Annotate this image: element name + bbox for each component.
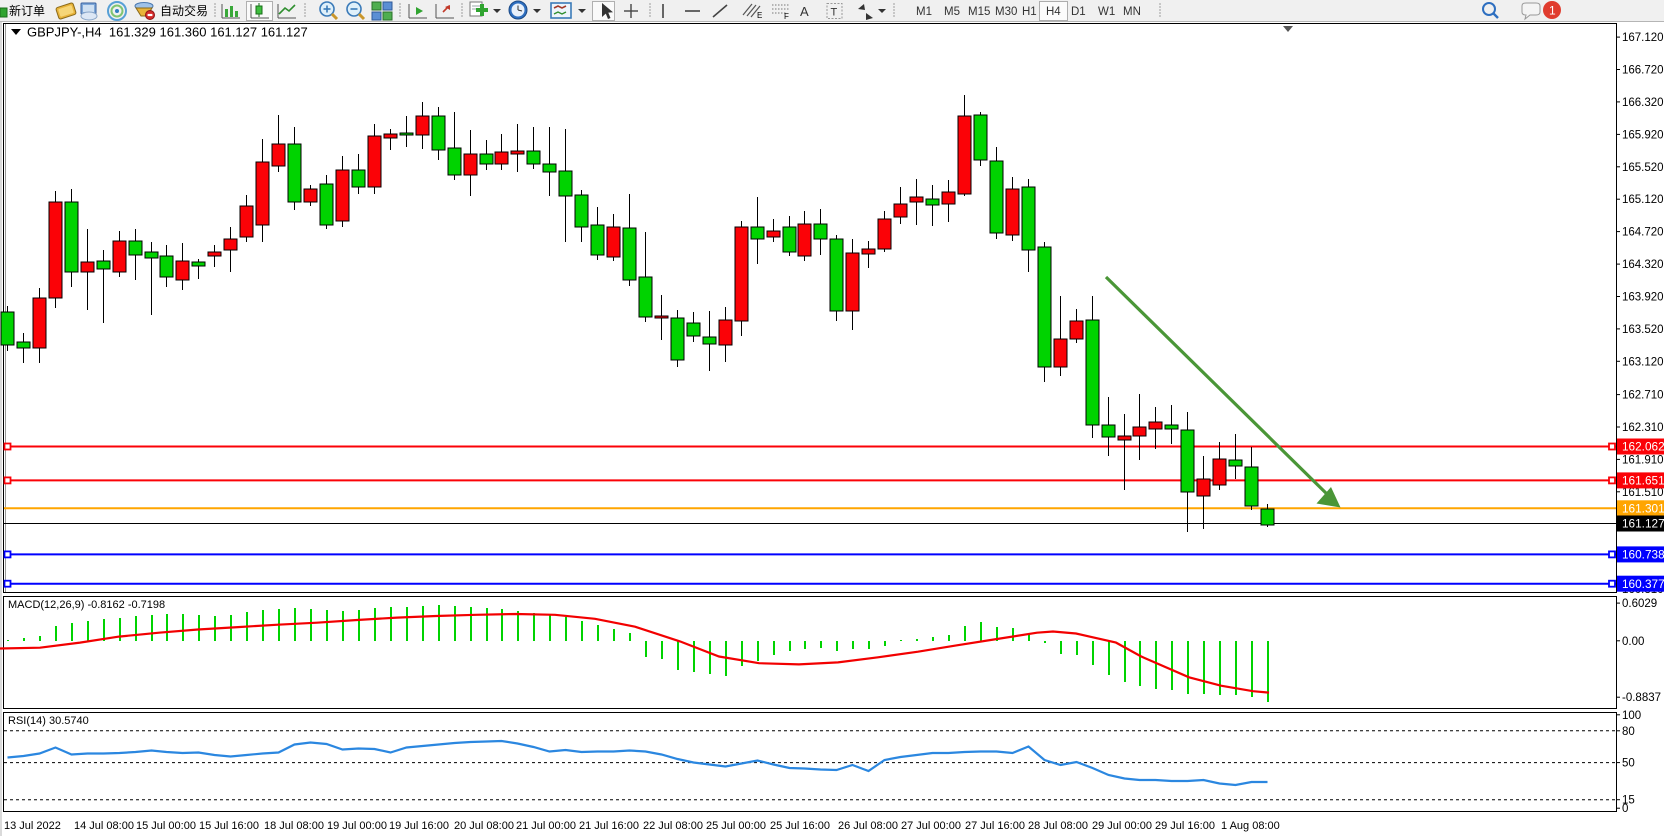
svg-text:新订单: 新订单 bbox=[9, 3, 45, 18]
svg-text:19 Jul 16:00: 19 Jul 16:00 bbox=[389, 820, 449, 832]
svg-text:163.120: 163.120 bbox=[1622, 356, 1664, 368]
svg-text:50: 50 bbox=[1622, 758, 1635, 770]
svg-text:H1: H1 bbox=[1022, 6, 1037, 18]
svg-text:22 Jul 08:00: 22 Jul 08:00 bbox=[643, 820, 703, 832]
svg-text:160.377: 160.377 bbox=[1622, 577, 1664, 591]
svg-text:26 Jul 08:00: 26 Jul 08:00 bbox=[838, 820, 898, 832]
svg-text:164.720: 164.720 bbox=[1622, 227, 1664, 239]
svg-text:162.310: 162.310 bbox=[1622, 422, 1664, 434]
svg-text:T: T bbox=[831, 7, 838, 19]
svg-text:-0.8837: -0.8837 bbox=[1622, 692, 1661, 704]
svg-text:W1: W1 bbox=[1098, 6, 1115, 18]
svg-text:167.120: 167.120 bbox=[1622, 32, 1664, 44]
svg-text:M30: M30 bbox=[995, 6, 1017, 18]
svg-text:161.651: 161.651 bbox=[1622, 474, 1664, 488]
svg-text:165.920: 165.920 bbox=[1622, 129, 1664, 141]
svg-text:25 Jul 00:00: 25 Jul 00:00 bbox=[706, 820, 766, 832]
svg-text:163.520: 163.520 bbox=[1622, 324, 1664, 336]
svg-text:27 Jul 16:00: 27 Jul 16:00 bbox=[965, 820, 1025, 832]
svg-text:0.00: 0.00 bbox=[1622, 636, 1644, 648]
svg-text:F: F bbox=[784, 12, 789, 21]
svg-text:H4: H4 bbox=[1046, 6, 1061, 18]
svg-text:160.738: 160.738 bbox=[1622, 548, 1664, 562]
svg-text:M15: M15 bbox=[968, 6, 990, 18]
svg-text:20 Jul 08:00: 20 Jul 08:00 bbox=[454, 820, 514, 832]
svg-text:21 Jul 00:00: 21 Jul 00:00 bbox=[516, 820, 576, 832]
svg-text:1: 1 bbox=[1549, 4, 1556, 18]
svg-text:M5: M5 bbox=[944, 6, 960, 18]
svg-text:MN: MN bbox=[1123, 6, 1141, 18]
svg-text:M1: M1 bbox=[916, 6, 932, 18]
svg-text:165.120: 165.120 bbox=[1622, 194, 1664, 206]
svg-text:165.520: 165.520 bbox=[1622, 162, 1664, 174]
svg-text:161.127: 161.127 bbox=[1622, 517, 1664, 531]
svg-text:15 Jul 00:00: 15 Jul 00:00 bbox=[136, 820, 196, 832]
svg-text:18 Jul 08:00: 18 Jul 08:00 bbox=[264, 820, 324, 832]
svg-text:28 Jul 08:00: 28 Jul 08:00 bbox=[1028, 820, 1088, 832]
svg-text:15 Jul 16:00: 15 Jul 16:00 bbox=[199, 820, 259, 832]
svg-text:RSI(14) 30.5740: RSI(14) 30.5740 bbox=[8, 715, 89, 727]
svg-text:164.320: 164.320 bbox=[1622, 259, 1664, 271]
svg-text:0: 0 bbox=[1622, 803, 1628, 815]
svg-text:15: 15 bbox=[1622, 795, 1635, 807]
svg-text:自动交易: 自动交易 bbox=[160, 3, 208, 18]
svg-text:A: A bbox=[800, 4, 809, 19]
svg-text:14 Jul 08:00: 14 Jul 08:00 bbox=[74, 820, 134, 832]
svg-text:162.062: 162.062 bbox=[1622, 440, 1664, 454]
svg-text:GBPJPY-,H4 161.329 161.360 16: GBPJPY-,H4 161.329 161.360 161.127 161.1… bbox=[27, 25, 308, 40]
svg-text:MACD(12,26,9) -0.8162 -0.7198: MACD(12,26,9) -0.8162 -0.7198 bbox=[8, 599, 165, 611]
svg-text:166.720: 166.720 bbox=[1622, 65, 1664, 77]
svg-text:21 Jul 16:00: 21 Jul 16:00 bbox=[579, 820, 639, 832]
svg-text:162.710: 162.710 bbox=[1622, 390, 1664, 402]
svg-text:27 Jul 00:00: 27 Jul 00:00 bbox=[901, 820, 961, 832]
svg-text:161.301: 161.301 bbox=[1622, 502, 1664, 516]
svg-text:166.320: 166.320 bbox=[1622, 97, 1664, 109]
svg-text:19 Jul 00:00: 19 Jul 00:00 bbox=[327, 820, 387, 832]
svg-text:29 Jul 00:00: 29 Jul 00:00 bbox=[1092, 820, 1152, 832]
svg-text:E: E bbox=[757, 11, 762, 20]
svg-text:25 Jul 16:00: 25 Jul 16:00 bbox=[770, 820, 830, 832]
svg-text:13 Jul 2022: 13 Jul 2022 bbox=[4, 820, 61, 832]
svg-text:100: 100 bbox=[1622, 710, 1641, 722]
svg-text:0.6029: 0.6029 bbox=[1622, 598, 1657, 610]
svg-text:29 Jul 16:00: 29 Jul 16:00 bbox=[1155, 820, 1215, 832]
svg-text:D1: D1 bbox=[1071, 6, 1086, 18]
svg-text:161.510: 161.510 bbox=[1622, 487, 1664, 499]
svg-text:163.920: 163.920 bbox=[1622, 292, 1664, 304]
svg-text:1 Aug 08:00: 1 Aug 08:00 bbox=[1221, 820, 1280, 832]
svg-text:161.910: 161.910 bbox=[1622, 454, 1664, 466]
svg-text:80: 80 bbox=[1622, 726, 1635, 738]
